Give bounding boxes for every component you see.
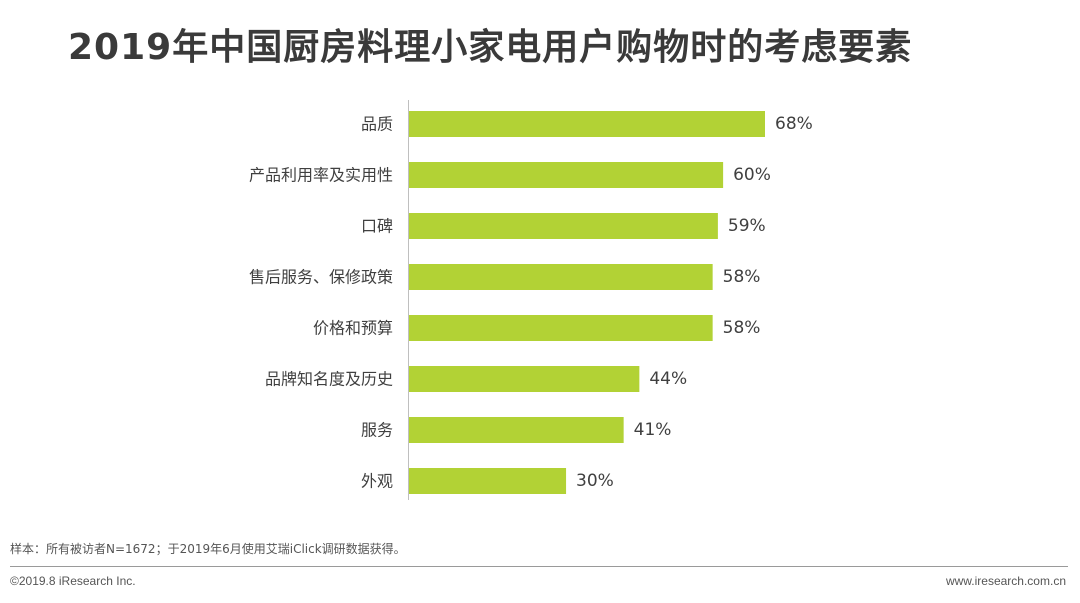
bar bbox=[409, 264, 713, 290]
bar bbox=[409, 366, 640, 392]
page-title: 2019年中国厨房料理小家电用户购物时的考虑要素 bbox=[68, 27, 913, 68]
category-label: 售后服务、保修政策 bbox=[249, 268, 393, 287]
bars-group: 品质 68% 产品利用率及实用性 60% 口碑 59% 售后服务、保修政策 58% 价格和预算 5… bbox=[249, 111, 813, 494]
bar bbox=[409, 162, 724, 188]
value-label: 41% bbox=[634, 420, 672, 440]
value-label: 58% bbox=[723, 318, 761, 338]
category-label: 品牌知名度及历史 bbox=[265, 370, 393, 389]
bar bbox=[409, 111, 765, 137]
category-label: 产品利用率及实用性 bbox=[249, 166, 393, 185]
bar bbox=[409, 315, 713, 341]
bar bbox=[409, 417, 624, 443]
value-label: 68% bbox=[775, 114, 813, 134]
sample-note: 样本：所有被访者N=1672；于2019年6月使用艾瑞iClick调研数据获得。 bbox=[10, 542, 406, 556]
bar bbox=[409, 213, 718, 239]
bar bbox=[409, 468, 567, 494]
value-label: 30% bbox=[576, 471, 614, 491]
value-label: 59% bbox=[728, 216, 766, 236]
category-label: 品质 bbox=[361, 115, 393, 134]
category-label: 价格和预算 bbox=[313, 319, 393, 338]
category-label: 口碑 bbox=[361, 217, 393, 236]
value-label: 58% bbox=[723, 267, 761, 287]
category-label: 外观 bbox=[361, 472, 393, 491]
copyright-text: ©2019.8 iResearch Inc. bbox=[10, 574, 136, 588]
bar-chart: 品质 68% 产品利用率及实用性 60% 口碑 59% 售后服务、保修政策 58% 价格和预算 5… bbox=[249, 100, 813, 500]
category-label: 服务 bbox=[361, 421, 393, 440]
value-label: 60% bbox=[733, 165, 771, 185]
footer-divider bbox=[10, 566, 1068, 567]
value-label: 44% bbox=[649, 369, 687, 389]
website-link[interactable]: www.iresearch.com.cn bbox=[945, 574, 1066, 588]
